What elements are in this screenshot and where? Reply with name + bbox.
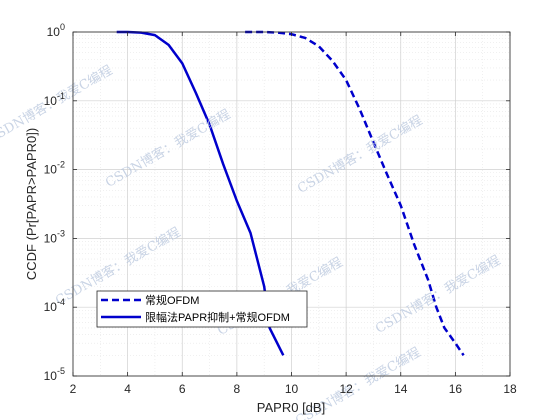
legend-label-conventional-ofdm: 常规OFDM bbox=[145, 293, 199, 307]
x-tick-label: 6 bbox=[179, 382, 186, 396]
y-tick-label: 10-2 bbox=[44, 160, 65, 177]
series-line-clipping-ofdm bbox=[116, 30, 285, 356]
x-tick-label: 2 bbox=[70, 382, 77, 396]
x-axis-label: PAPR0 [dB] bbox=[257, 400, 325, 415]
ticks bbox=[72, 31, 511, 377]
legend: 常规OFDM 限幅法PAPR抑制+常规OFDM bbox=[96, 290, 308, 328]
x-tick-label: 18 bbox=[503, 382, 517, 396]
y-tick-labels: 100 10-1 10-2 10-3 10-4 10-5 bbox=[44, 22, 65, 383]
y-tick-label: 10-1 bbox=[44, 91, 65, 108]
x-tick-label: 12 bbox=[339, 382, 353, 396]
y-tick-label: 100 bbox=[47, 22, 65, 39]
x-tick-label: 14 bbox=[394, 382, 408, 396]
y-tick-label: 10-5 bbox=[44, 366, 65, 383]
legend-label-clipping-ofdm: 限幅法PAPR抑制+常规OFDM bbox=[145, 310, 290, 324]
x-tick-label: 8 bbox=[234, 382, 241, 396]
y-tick-label: 10-3 bbox=[44, 228, 65, 245]
y-axis-label: CCDF (Pr[PAPR>PAPR0]) bbox=[24, 128, 39, 280]
series-lines bbox=[116, 30, 465, 357]
x-tick-labels: 2 4 6 8 10 12 14 16 18 bbox=[70, 382, 517, 396]
legend-box bbox=[96, 290, 308, 328]
y-tick-label: 10-4 bbox=[44, 297, 65, 314]
x-tick-label: 10 bbox=[285, 382, 299, 396]
x-tick-label: 4 bbox=[124, 382, 131, 396]
x-tick-label: 16 bbox=[449, 382, 463, 396]
series-line-conventional-ofdm bbox=[245, 30, 465, 357]
